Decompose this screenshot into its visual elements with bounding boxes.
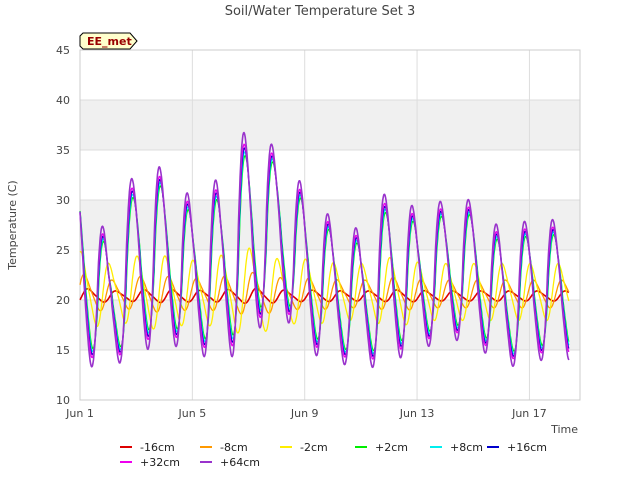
legend-item: +32cm: [120, 456, 180, 469]
y-tick-label: 45: [56, 44, 70, 57]
legend-item: -2cm: [280, 441, 328, 454]
y-axis-label: Temperature (C): [6, 180, 19, 270]
x-tick-label: Jun 13: [399, 407, 435, 420]
y-tick-label: 15: [56, 344, 70, 357]
x-tick-labels: Jun 1 Jun 5 Jun 9 Jun 13 Jun 17: [65, 407, 547, 420]
badge-label: EE_met: [87, 35, 132, 48]
legend-item: +2cm: [355, 441, 408, 454]
x-tick-label: Jun 5: [178, 407, 207, 420]
legend-item: -16cm: [120, 441, 175, 454]
legend-label: +2cm: [375, 441, 408, 454]
badge-shape: [79, 32, 138, 50]
legend: -16cm -8cm -2cm +2cm +8cm +16cm +32cm +64cm: [120, 441, 547, 469]
y-tick-label: 20: [56, 294, 70, 307]
legend-item: -8cm: [200, 441, 248, 454]
site-badge: EE_met: [79, 32, 138, 50]
x-axis-label: Time: [550, 423, 578, 436]
y-tick-label: 40: [56, 94, 70, 107]
legend-label: +16cm: [507, 441, 547, 454]
chart-title: Soil/Water Temperature Set 3: [225, 4, 416, 19]
legend-label: +32cm: [140, 456, 180, 469]
y-tick-label: 35: [56, 144, 70, 157]
series-line-8cm: [79, 271, 570, 315]
legend-item: +16cm: [487, 441, 547, 454]
series-line-2cm: [79, 247, 570, 334]
grid-band: [80, 100, 580, 150]
legend-item: +64cm: [200, 456, 260, 469]
plot-frame: [79, 49, 581, 401]
y-tick-labels: 10 15 20 25 30 35 40 45: [56, 44, 70, 407]
legend-label: +8cm: [450, 441, 483, 454]
legend-label: +64cm: [220, 456, 260, 469]
legend-label: -16cm: [140, 441, 175, 454]
x-tick-label: Jun 1: [65, 407, 94, 420]
series-line-64cm: [79, 131, 570, 369]
x-tick-label: Jun 9: [290, 407, 319, 420]
legend-label: -2cm: [300, 441, 328, 454]
grid-band: [80, 300, 580, 350]
series-layer: [79, 131, 570, 369]
x-tick-label: Jun 17: [511, 407, 547, 420]
y-tick-label: 10: [56, 394, 70, 407]
legend-item: +8cm: [430, 441, 483, 454]
legend-label: -8cm: [220, 441, 248, 454]
grid-lines: [79, 49, 581, 401]
y-tick-label: 30: [56, 194, 70, 207]
y-tick-label: 25: [56, 244, 70, 257]
